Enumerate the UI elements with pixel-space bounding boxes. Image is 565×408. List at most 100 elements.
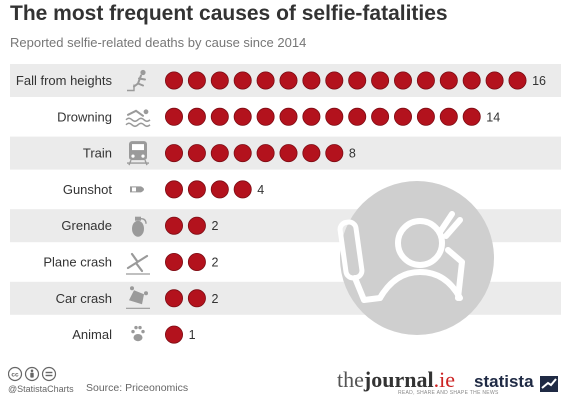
chart-row: Gunshot 4 — [63, 180, 264, 199]
crashing-plane-icon — [126, 252, 150, 275]
value-dot — [439, 107, 458, 126]
person-taking-selfie-icon — [337, 181, 494, 335]
creative-commons-icon: cc — [7, 366, 23, 382]
value-dot — [348, 71, 367, 90]
value-dot — [210, 144, 229, 163]
category-label: Grenade — [61, 218, 112, 233]
overturned-car-icon — [126, 286, 150, 309]
attribution-icon — [24, 366, 40, 382]
chart-row: Grenade 2 — [61, 216, 219, 235]
value-dot — [462, 107, 481, 126]
statista-handle: @StatistaCharts — [8, 384, 74, 394]
value-dot — [416, 71, 435, 90]
thejournal-tagline: READ, SHARE AND SHAPE THE NEWS — [398, 390, 499, 396]
value-dot — [233, 180, 252, 199]
value-dot — [393, 71, 412, 90]
statista-logo-mark-icon — [540, 376, 558, 392]
value-dot — [210, 71, 229, 90]
value-dot — [187, 289, 206, 308]
bullet-icon — [130, 186, 144, 193]
value-dot — [371, 107, 390, 126]
value-dot — [462, 71, 481, 90]
value-dot — [371, 71, 390, 90]
value-dot — [164, 216, 183, 235]
chart-row: Fall from heights 16 — [16, 71, 546, 90]
value-dot — [302, 107, 321, 126]
value-dot — [187, 252, 206, 271]
category-label: Fall from heights — [16, 73, 113, 88]
value-dot — [210, 107, 229, 126]
journal-logo-the: the — [337, 367, 364, 392]
value-label: 2 — [212, 256, 219, 270]
value-dot — [164, 289, 183, 308]
journal-logo-journal: journal — [363, 367, 434, 392]
value-dot — [325, 107, 344, 126]
category-label: Gunshot — [63, 182, 113, 197]
swimmer-in-waves-icon — [125, 109, 151, 128]
chart-row: Animal 1 — [72, 325, 196, 344]
source-note: Source: Priceonomics — [86, 382, 189, 394]
value-dot — [279, 107, 298, 126]
value-dot — [187, 107, 206, 126]
chart-subtitle: Reported selfie-related deaths by cause … — [10, 35, 307, 50]
value-dot — [233, 71, 252, 90]
value-dot — [164, 252, 183, 271]
value-dot — [187, 216, 206, 235]
chart-row: Car crash 2 — [56, 289, 219, 308]
paw-print-icon — [131, 325, 145, 342]
value-dot — [416, 107, 435, 126]
chart-row: Train 8 — [83, 144, 356, 163]
value-dot — [325, 71, 344, 90]
chart-row: Drowning 14 — [57, 107, 500, 126]
grenade-icon — [132, 216, 147, 237]
value-dot — [302, 144, 321, 163]
value-dot — [508, 71, 527, 90]
value-dot — [187, 180, 206, 199]
value-dot — [164, 180, 183, 199]
value-label: 14 — [486, 110, 500, 124]
value-dot — [187, 71, 206, 90]
value-dot — [279, 71, 298, 90]
category-label: Animal — [72, 327, 112, 342]
falling-person-icon — [127, 69, 146, 92]
value-dot — [256, 71, 275, 90]
value-dot — [302, 71, 321, 90]
statista-logo: statista — [474, 372, 534, 391]
license-icons: cc — [7, 366, 68, 387]
train-icon — [127, 141, 149, 166]
value-dot — [164, 107, 183, 126]
value-dot — [279, 144, 298, 163]
value-label: 16 — [532, 74, 546, 88]
value-dot — [325, 144, 344, 163]
value-dot — [233, 107, 252, 126]
category-label: Train — [83, 146, 112, 161]
value-dot — [439, 71, 458, 90]
value-dot — [256, 144, 275, 163]
value-dot — [164, 325, 183, 344]
value-dot — [348, 107, 367, 126]
equals-icon — [41, 366, 57, 382]
value-label: 8 — [349, 147, 356, 161]
value-label: 1 — [189, 328, 196, 342]
thejournal-logo: thejournal.ie — [337, 369, 455, 391]
value-label: 4 — [257, 183, 264, 197]
value-label: 2 — [212, 219, 219, 233]
chart-row: Plane crash 2 — [43, 252, 219, 271]
journal-logo-ie: .ie — [433, 367, 455, 392]
value-dot — [187, 144, 206, 163]
value-dot — [164, 71, 183, 90]
value-dot — [485, 71, 504, 90]
value-dot — [256, 107, 275, 126]
category-label: Car crash — [56, 291, 112, 306]
value-dot — [164, 144, 183, 163]
category-label: Plane crash — [43, 255, 112, 270]
chart-title: The most frequent causes of selfie-fatal… — [10, 2, 448, 25]
category-label: Drowning — [57, 109, 112, 124]
value-label: 2 — [212, 292, 219, 306]
value-dot — [233, 144, 252, 163]
svg-text:cc: cc — [11, 372, 19, 379]
value-dot — [210, 180, 229, 199]
value-dot — [393, 107, 412, 126]
